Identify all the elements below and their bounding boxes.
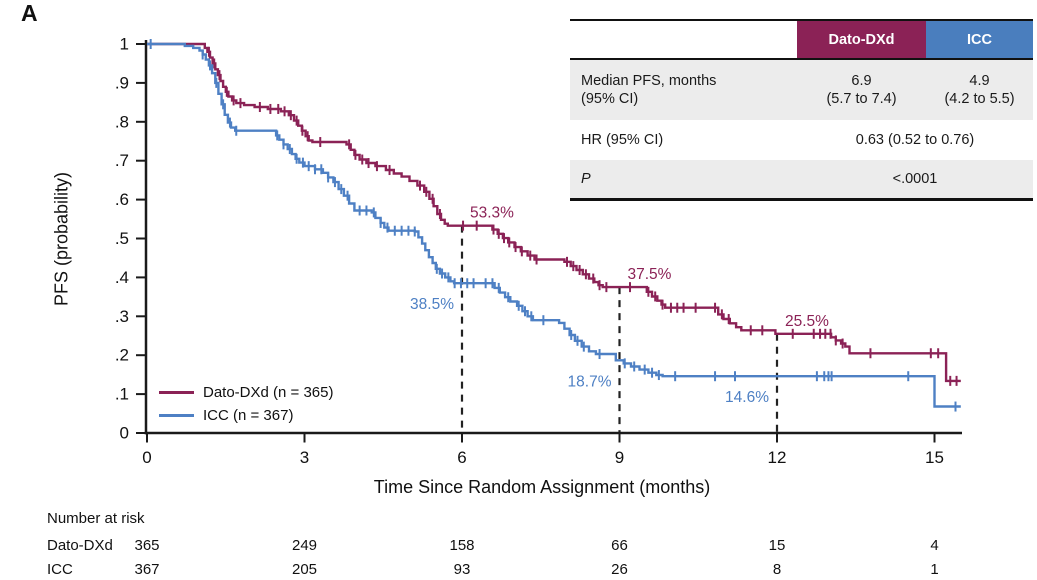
stats-col-header-icc: ICC: [926, 21, 1033, 58]
risk-count-icc-6mo: 93: [453, 561, 471, 578]
stats-table: Dato-DXd ICC Median PFS, months (95% CI)…: [570, 19, 1033, 201]
y-axis-title: PFS (probability): [51, 171, 72, 307]
risk-count-icc-3mo: 205: [291, 561, 318, 578]
risk-count-icc-0mo: 367: [134, 561, 160, 578]
x-tick-label: 0: [142, 448, 151, 467]
y-tick-label: .4: [115, 268, 129, 287]
risk-row-label-dato-dxd: Dato-DXd: [47, 537, 113, 554]
icc-curve: [147, 42, 961, 408]
stats-row-p-value: P <.0001: [570, 160, 1033, 201]
y-tick-label: .6: [115, 190, 129, 209]
icc-rate-annotation: 14.6%: [725, 389, 769, 406]
median-pfs-label: Median PFS, months (95% CI): [570, 72, 797, 108]
y-tick-label: .1: [115, 385, 129, 404]
risk-count-dato-dxd-15mo: 4: [930, 537, 939, 554]
icc-legend-line: [159, 414, 194, 417]
panel-label: A: [21, 0, 38, 26]
risk-count-dato-dxd-0mo: 365: [134, 537, 160, 554]
hr-label: HR (95% CI): [581, 132, 664, 148]
stats-table-header-spacer: [570, 21, 797, 58]
icc-rate-annotation: 38.5%: [410, 296, 454, 313]
stats-table-header: Dato-DXd ICC: [570, 19, 1033, 60]
y-tick-label: 0: [120, 424, 129, 443]
legend-item-icc: ICC (n = 367): [159, 404, 333, 427]
icc-legend-label: ICC (n = 367): [203, 407, 294, 424]
dato-rate-annotation: 37.5%: [628, 266, 672, 283]
risk-count-dato-dxd-6mo: 158: [449, 537, 475, 554]
hr-value: 0.63 (0.52 to 0.76): [855, 132, 975, 148]
median-pfs-label-line1: Median PFS, months: [581, 73, 717, 89]
x-tick-label: 3: [300, 448, 309, 467]
x-tick-label: 9: [615, 448, 624, 467]
x-tick-label: 12: [768, 448, 787, 467]
dato-rate-annotation: 53.3%: [470, 205, 514, 222]
risk-count-dato-dxd-12mo: 15: [768, 537, 786, 554]
stats-col-header-dato-dxd: Dato-DXd: [797, 21, 926, 58]
risk-count-icc-12mo: 8: [772, 561, 782, 578]
x-tick-label: 15: [925, 448, 944, 467]
stats-row-median-pfs: Median PFS, months (95% CI) 6.9 (5.7 to …: [570, 60, 1033, 120]
x-axis-title: Time Since Random Assignment (months): [373, 477, 711, 497]
stats-row-hr: HR (95% CI) 0.63 (0.52 to 0.76): [570, 120, 1033, 160]
median-pfs-label-line2: (95% CI): [581, 91, 639, 107]
number-at-risk-title: Number at risk: [47, 510, 145, 527]
y-tick-label: 1: [120, 35, 129, 54]
risk-count-dato-dxd-9mo: 66: [611, 537, 628, 554]
legend: Dato-DXd (n = 365) ICC (n = 367): [159, 381, 333, 427]
icc-rate-annotation: 18.7%: [568, 373, 612, 390]
risk-row-label-icc: ICC: [47, 561, 73, 578]
median-pfs-icc-value: 4.9 (4.2 to 5.5): [944, 73, 1015, 107]
median-pfs-dato-value: 6.9 (5.7 to 7.4): [826, 73, 897, 107]
y-tick-label: .2: [115, 346, 129, 365]
risk-count-icc-15mo: 1: [930, 561, 939, 578]
risk-count-dato-dxd-3mo: 249: [291, 537, 318, 554]
y-tick-label: .8: [115, 112, 129, 131]
p-value: <.0001: [892, 171, 938, 187]
dato-dxd-legend-line: [159, 391, 194, 394]
p-label: P: [581, 171, 591, 187]
y-tick-label: .9: [115, 73, 129, 92]
y-tick-label: .3: [115, 307, 129, 326]
risk-count-icc-9mo: 26: [611, 561, 628, 578]
legend-item-dato-dxd: Dato-DXd (n = 365): [159, 381, 333, 404]
y-tick-label: .5: [115, 229, 129, 248]
dato-dxd-legend-label: Dato-DXd (n = 365): [203, 384, 334, 401]
x-tick-label: 6: [457, 448, 466, 467]
dato-rate-annotation: 25.5%: [785, 313, 829, 330]
y-tick-label: .7: [115, 151, 129, 170]
